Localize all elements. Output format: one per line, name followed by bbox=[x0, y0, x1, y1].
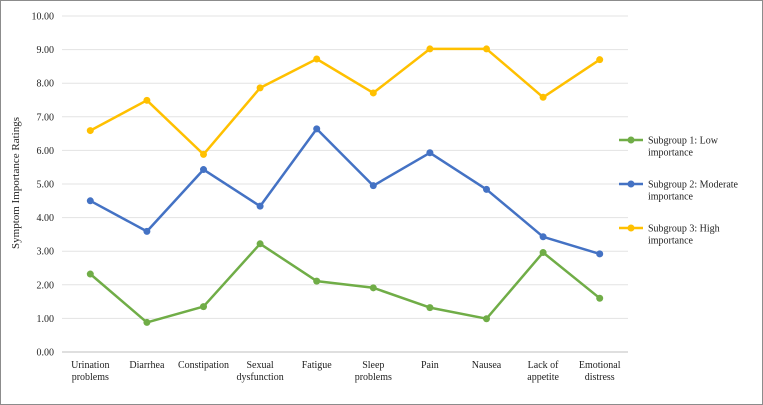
data-point bbox=[143, 227, 151, 235]
data-point bbox=[426, 304, 434, 312]
legend-label: Subgroup 3: High importance bbox=[648, 224, 720, 247]
data-point bbox=[483, 315, 490, 323]
data-point bbox=[313, 125, 321, 133]
x-tick-label: Diarrhea bbox=[129, 360, 165, 371]
data-point bbox=[369, 284, 377, 292]
data-point bbox=[426, 45, 434, 53]
y-tick-label: 3.00 bbox=[37, 247, 55, 258]
data-point bbox=[539, 249, 547, 257]
data-point bbox=[596, 56, 604, 64]
series-1 bbox=[86, 240, 604, 326]
data-point bbox=[86, 197, 94, 205]
data-point bbox=[86, 127, 94, 135]
legend-label: Subgroup 1: Low importance bbox=[648, 136, 719, 159]
series-line bbox=[89, 127, 601, 256]
series-line bbox=[89, 242, 601, 324]
x-tick-label: Nausea bbox=[472, 360, 502, 371]
x-tick-label: Constipation bbox=[178, 360, 229, 371]
y-tick-label: 0.00 bbox=[37, 348, 55, 359]
y-tick-label: 10.00 bbox=[32, 12, 55, 23]
series-3 bbox=[86, 45, 604, 158]
data-point bbox=[596, 250, 604, 258]
data-point bbox=[86, 270, 94, 278]
y-axis-ticks: 0.00 1.00 2.00 3.00 4.00 5.00 6.00 7.00 8.00 9.00… bbox=[32, 12, 55, 359]
data-point bbox=[143, 96, 151, 104]
y-tick-label: 1.00 bbox=[37, 314, 55, 325]
series-2 bbox=[86, 125, 604, 258]
grid-lines bbox=[62, 15, 628, 353]
legend: Subgroup 1: Low importance Subgroup 2: Mod… bbox=[619, 136, 739, 247]
y-axis-title: Symptom Importance Ratings bbox=[10, 117, 22, 249]
data-point bbox=[200, 303, 207, 311]
y-tick-label: 6.00 bbox=[37, 146, 55, 157]
legend-swatch-marker bbox=[627, 136, 635, 144]
data-point bbox=[369, 89, 377, 97]
data-point bbox=[200, 166, 207, 174]
legend-item: Subgroup 2: Moderate importance bbox=[619, 180, 739, 203]
data-point bbox=[483, 185, 490, 193]
data-point bbox=[426, 149, 434, 157]
series-lines bbox=[86, 45, 604, 326]
data-point bbox=[256, 240, 264, 248]
data-point bbox=[539, 233, 547, 241]
y-tick-label: 4.00 bbox=[37, 213, 55, 224]
data-point bbox=[369, 182, 377, 190]
data-point bbox=[200, 150, 207, 158]
x-tick-label: Sexual dysfunction bbox=[236, 360, 283, 383]
data-point bbox=[313, 55, 321, 63]
data-point bbox=[539, 93, 547, 101]
y-tick-label: 2.00 bbox=[37, 280, 55, 291]
data-point bbox=[143, 318, 151, 326]
x-tick-label: Sleep problems bbox=[355, 360, 392, 383]
x-tick-label: Fatigue bbox=[302, 360, 333, 371]
data-point bbox=[483, 45, 490, 53]
data-point bbox=[313, 277, 321, 285]
data-point bbox=[256, 202, 264, 210]
x-axis-ticks: Urination problems Diarrhea Constipation Sex… bbox=[71, 360, 621, 383]
series-line bbox=[89, 47, 601, 156]
y-tick-label: 5.00 bbox=[37, 180, 55, 191]
x-tick-label: Emotional distress bbox=[579, 360, 621, 383]
y-tick-label: 7.00 bbox=[37, 112, 55, 123]
data-point bbox=[256, 84, 264, 92]
y-tick-label: 8.00 bbox=[37, 79, 55, 90]
data-point bbox=[596, 294, 604, 302]
legend-item: Subgroup 1: Low importance bbox=[619, 136, 719, 159]
x-tick-label: Pain bbox=[421, 360, 439, 371]
y-tick-label: 9.00 bbox=[37, 45, 55, 56]
legend-label: Subgroup 2: Moderate importance bbox=[648, 180, 739, 203]
legend-item: Subgroup 3: High importance bbox=[619, 224, 720, 247]
x-tick-label: Urination problems bbox=[71, 360, 109, 383]
legend-swatch-marker bbox=[627, 180, 635, 188]
legend-swatch-marker bbox=[627, 224, 635, 232]
x-tick-label: Lack of appetite bbox=[527, 360, 559, 383]
